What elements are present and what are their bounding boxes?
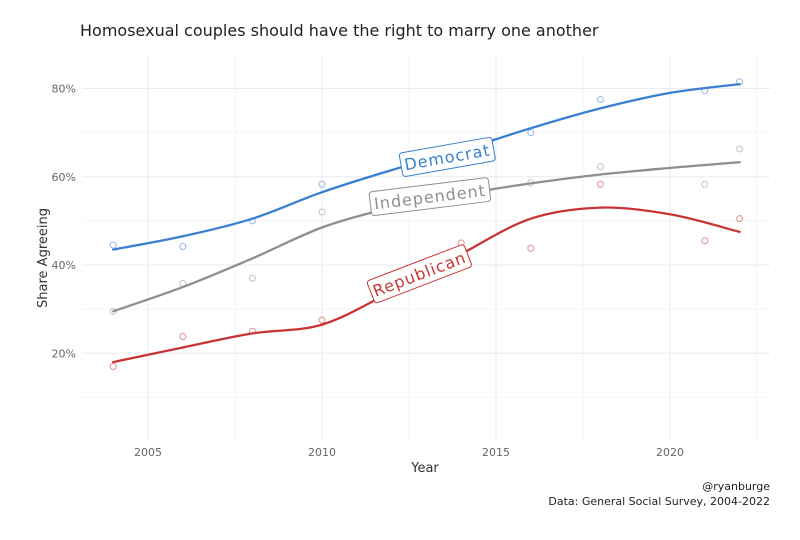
republican-point <box>527 244 535 252</box>
republican-point <box>248 327 256 335</box>
republican-point <box>318 316 326 324</box>
y-axis-title: Share Agreeing <box>36 208 51 308</box>
caption-author: @ryanburge <box>702 480 770 493</box>
y-tick-label: 60% <box>52 171 76 184</box>
y-tick-label: 40% <box>52 259 76 272</box>
x-axis-title: Year <box>410 461 439 476</box>
democrat-point <box>318 180 326 188</box>
x-tick-label: 2010 <box>308 446 336 459</box>
democrat-point <box>596 96 604 104</box>
independent-point <box>527 179 535 187</box>
chart-title: Homosexual couples should have the right… <box>80 21 599 40</box>
republican-point <box>736 215 744 223</box>
independent-point <box>318 208 326 216</box>
y-tick-label: 80% <box>52 83 76 96</box>
independent-point <box>596 163 604 171</box>
republican-point <box>701 237 709 245</box>
independent-point <box>179 280 187 288</box>
x-tick-label: 2005 <box>134 446 162 459</box>
caption-source: Data: General Social Survey, 2004-2022 <box>548 495 770 508</box>
republican-point <box>109 362 117 370</box>
republican-point <box>179 332 187 340</box>
independent-label-box <box>368 177 492 216</box>
democrat-point <box>179 242 187 250</box>
democrat-point <box>736 78 744 86</box>
minor-gridlines <box>82 55 770 440</box>
democrat-point <box>109 241 117 249</box>
republican-point <box>596 180 604 188</box>
independent-point <box>701 180 709 188</box>
data-points <box>109 78 744 370</box>
independent-point <box>736 145 744 153</box>
republican-label-box <box>366 244 472 304</box>
x-tick-label: 2020 <box>656 446 684 459</box>
democrat-point <box>527 129 535 137</box>
independent-point <box>109 307 117 315</box>
x-tick-label: 2015 <box>482 446 510 459</box>
tick-labels: 20% 40% 60% 80% 2005 2010 2015 2020 <box>52 83 684 460</box>
y-tick-label: 20% <box>52 347 76 360</box>
independent-point <box>248 274 256 282</box>
democrat-point <box>248 217 256 225</box>
democrat-point <box>701 87 709 95</box>
democrat-label-box <box>398 136 496 177</box>
